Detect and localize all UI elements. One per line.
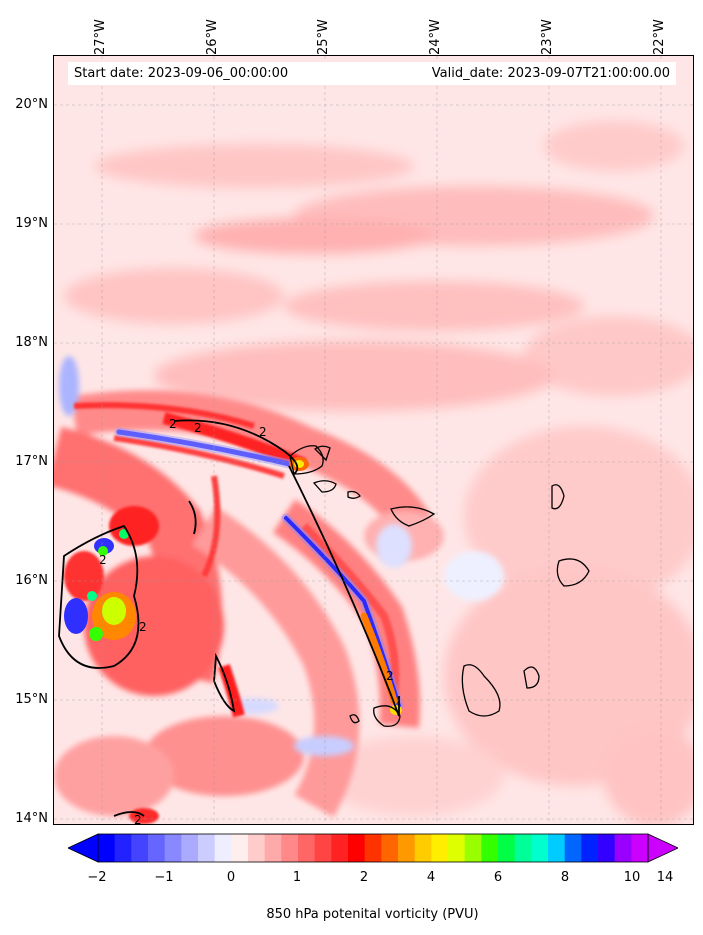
contour-label: 2: [259, 425, 267, 439]
colorbar-border: [97, 833, 649, 863]
contour-label: 2: [169, 417, 177, 431]
contour-label: 2: [134, 813, 142, 825]
colorbar-segment: [131, 834, 149, 862]
background-bands: [64, 121, 693, 824]
gridlines: [54, 56, 693, 824]
lon-label-26w: 26°W: [205, 19, 220, 55]
colorbar-segment: [631, 834, 649, 862]
colorbar-segment: [414, 834, 432, 862]
lat-label-17n: 17°N: [15, 454, 48, 469]
colorbar-segment: [548, 834, 566, 862]
colorbar-segment: [198, 834, 216, 862]
contour-label: 2: [99, 553, 107, 567]
lat-label-20n: 20°N: [15, 97, 48, 112]
lon-label-25w: 25°W: [316, 19, 331, 55]
colorbar-segment: [481, 834, 499, 862]
colorbar-under-triangle: [68, 833, 99, 863]
colorbar-segment: [398, 834, 416, 862]
strong-pv-features: [64, 402, 400, 824]
lon-label-27w: 27°W: [93, 19, 108, 55]
colorbar-over-triangle: [647, 833, 678, 863]
lat-label-16n: 16°N: [15, 573, 48, 588]
colorbar-segment: [114, 834, 132, 862]
colorbar-tick: 0: [226, 870, 236, 885]
date-info-bar: Start date: 2023-09-06_00:00:00 Valid_da…: [68, 62, 676, 85]
colorbar-segment: [581, 834, 599, 862]
colorbar-tick: −2: [87, 870, 107, 885]
start-date: Start date: 2023-09-06_00:00:00: [74, 66, 289, 81]
pv-2-contours: [58, 419, 400, 817]
colorbar-segment: [164, 834, 182, 862]
pv-cores: [87, 457, 402, 715]
colorbar-segment: [431, 834, 449, 862]
contour-label: 2: [386, 669, 394, 683]
colorbar-segment: [614, 834, 632, 862]
colorbar-segment: [248, 834, 266, 862]
colorbar-segment: [181, 834, 199, 862]
colorbar-segment: [531, 834, 549, 862]
colorbar-segment: [281, 834, 299, 862]
colorbar-segment: [148, 834, 166, 862]
valid-date: Valid_date: 2023-09-07T21:00:00.00: [431, 66, 670, 81]
coastlines: [289, 445, 590, 727]
negative-pv-patches: [59, 356, 504, 756]
colorbar-segment: [264, 834, 282, 862]
colorbar-segment: [381, 834, 399, 862]
pv-field: 2 2 2 2 2 2 2: [54, 56, 693, 825]
colorbar-tick: 6: [493, 870, 503, 885]
colorbar: [68, 833, 678, 863]
map-panel: 2 2 2 2 2 2 2: [53, 55, 694, 825]
colorbar-segment: [598, 834, 616, 862]
colorbar-tick: 10: [623, 870, 641, 885]
lat-label-19n: 19°N: [15, 216, 48, 231]
colorbar-segment: [448, 834, 466, 862]
lat-label-18n: 18°N: [15, 335, 48, 350]
colorbar-segment: [331, 834, 349, 862]
contour-labels: 2 2 2 2 2 2 2: [99, 417, 394, 825]
colorbar-tick: 4: [426, 870, 436, 885]
colorbar-label: 850 hPa potenital vorticity (PVU): [266, 907, 479, 922]
lon-label-24w: 24°W: [428, 19, 443, 55]
colorbar-segment: [464, 834, 482, 862]
lat-label-15n: 15°N: [15, 692, 48, 707]
colorbar-segment: [98, 834, 116, 862]
colorbar-tick: 8: [560, 870, 570, 885]
contour-label: 2: [139, 620, 147, 634]
colorbar-tick: 2: [359, 870, 369, 885]
lon-label-22w: 22°W: [652, 19, 667, 55]
colorbar-tick: −1: [154, 870, 174, 885]
colorbar-segment: [564, 834, 582, 862]
colorbar-segment: [348, 834, 366, 862]
colorbar-segment: [314, 834, 332, 862]
colorbar-tick: 1: [292, 870, 302, 885]
contour-label: 2: [194, 421, 202, 435]
lon-label-23w: 23°W: [540, 19, 555, 55]
colorbar-segment: [214, 834, 232, 862]
colorbar-segment: [498, 834, 516, 862]
colorbar-segment: [364, 834, 382, 862]
colorbar-segment: [514, 834, 532, 862]
colorbar-segment: [298, 834, 316, 862]
colorbar-tick: 14: [656, 870, 674, 885]
colorbar-segment: [231, 834, 249, 862]
lat-label-14n: 14°N: [15, 811, 48, 826]
